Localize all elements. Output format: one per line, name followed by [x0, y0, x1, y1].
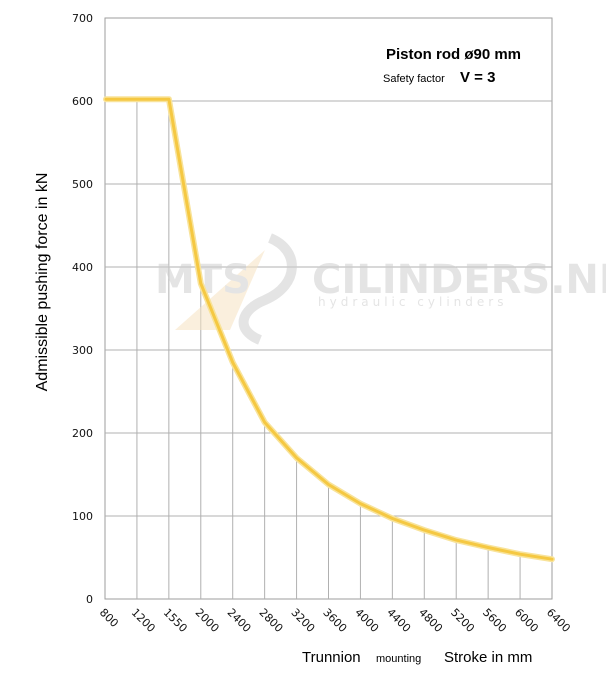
series-line	[104, 97, 554, 561]
y-tick-label: 400	[72, 261, 93, 274]
y-tick-label: 300	[72, 344, 93, 357]
chart-title: Piston rod ø90 mm	[386, 46, 521, 63]
y-axis-label: Admissible pushing force in kN	[34, 173, 51, 392]
y-tick-label: 200	[72, 427, 93, 440]
y-tick-label: 600	[72, 95, 93, 108]
horizontal-gridlines	[105, 100, 552, 517]
safety-factor-value: V = 3	[460, 69, 495, 86]
x-axis-label-stroke: Stroke in mm	[444, 649, 532, 666]
watermark-s-shape	[238, 233, 297, 345]
y-tick-label: 0	[86, 593, 93, 606]
watermark-cilinders: CILINDERS.NL	[312, 257, 606, 303]
vertical-gridlines	[136, 99, 521, 599]
x-axis-label-trunnion: Trunnion	[302, 649, 361, 666]
y-tick-label: 100	[72, 510, 93, 523]
y-tick-labels: 0 100 200 300 400 500 600 700	[72, 12, 93, 606]
x-axis-label-mounting: mounting	[376, 653, 421, 665]
safety-factor-label: Safety factor	[383, 73, 445, 85]
y-tick-label: 500	[72, 178, 93, 191]
watermark-tagline: hydraulic cylinders	[318, 295, 507, 309]
watermark-logo: MTS CILINDERS.NL hydraulic cylinders	[155, 233, 606, 345]
y-tick-label: 700	[72, 12, 93, 25]
watermark-swoosh	[175, 250, 265, 330]
